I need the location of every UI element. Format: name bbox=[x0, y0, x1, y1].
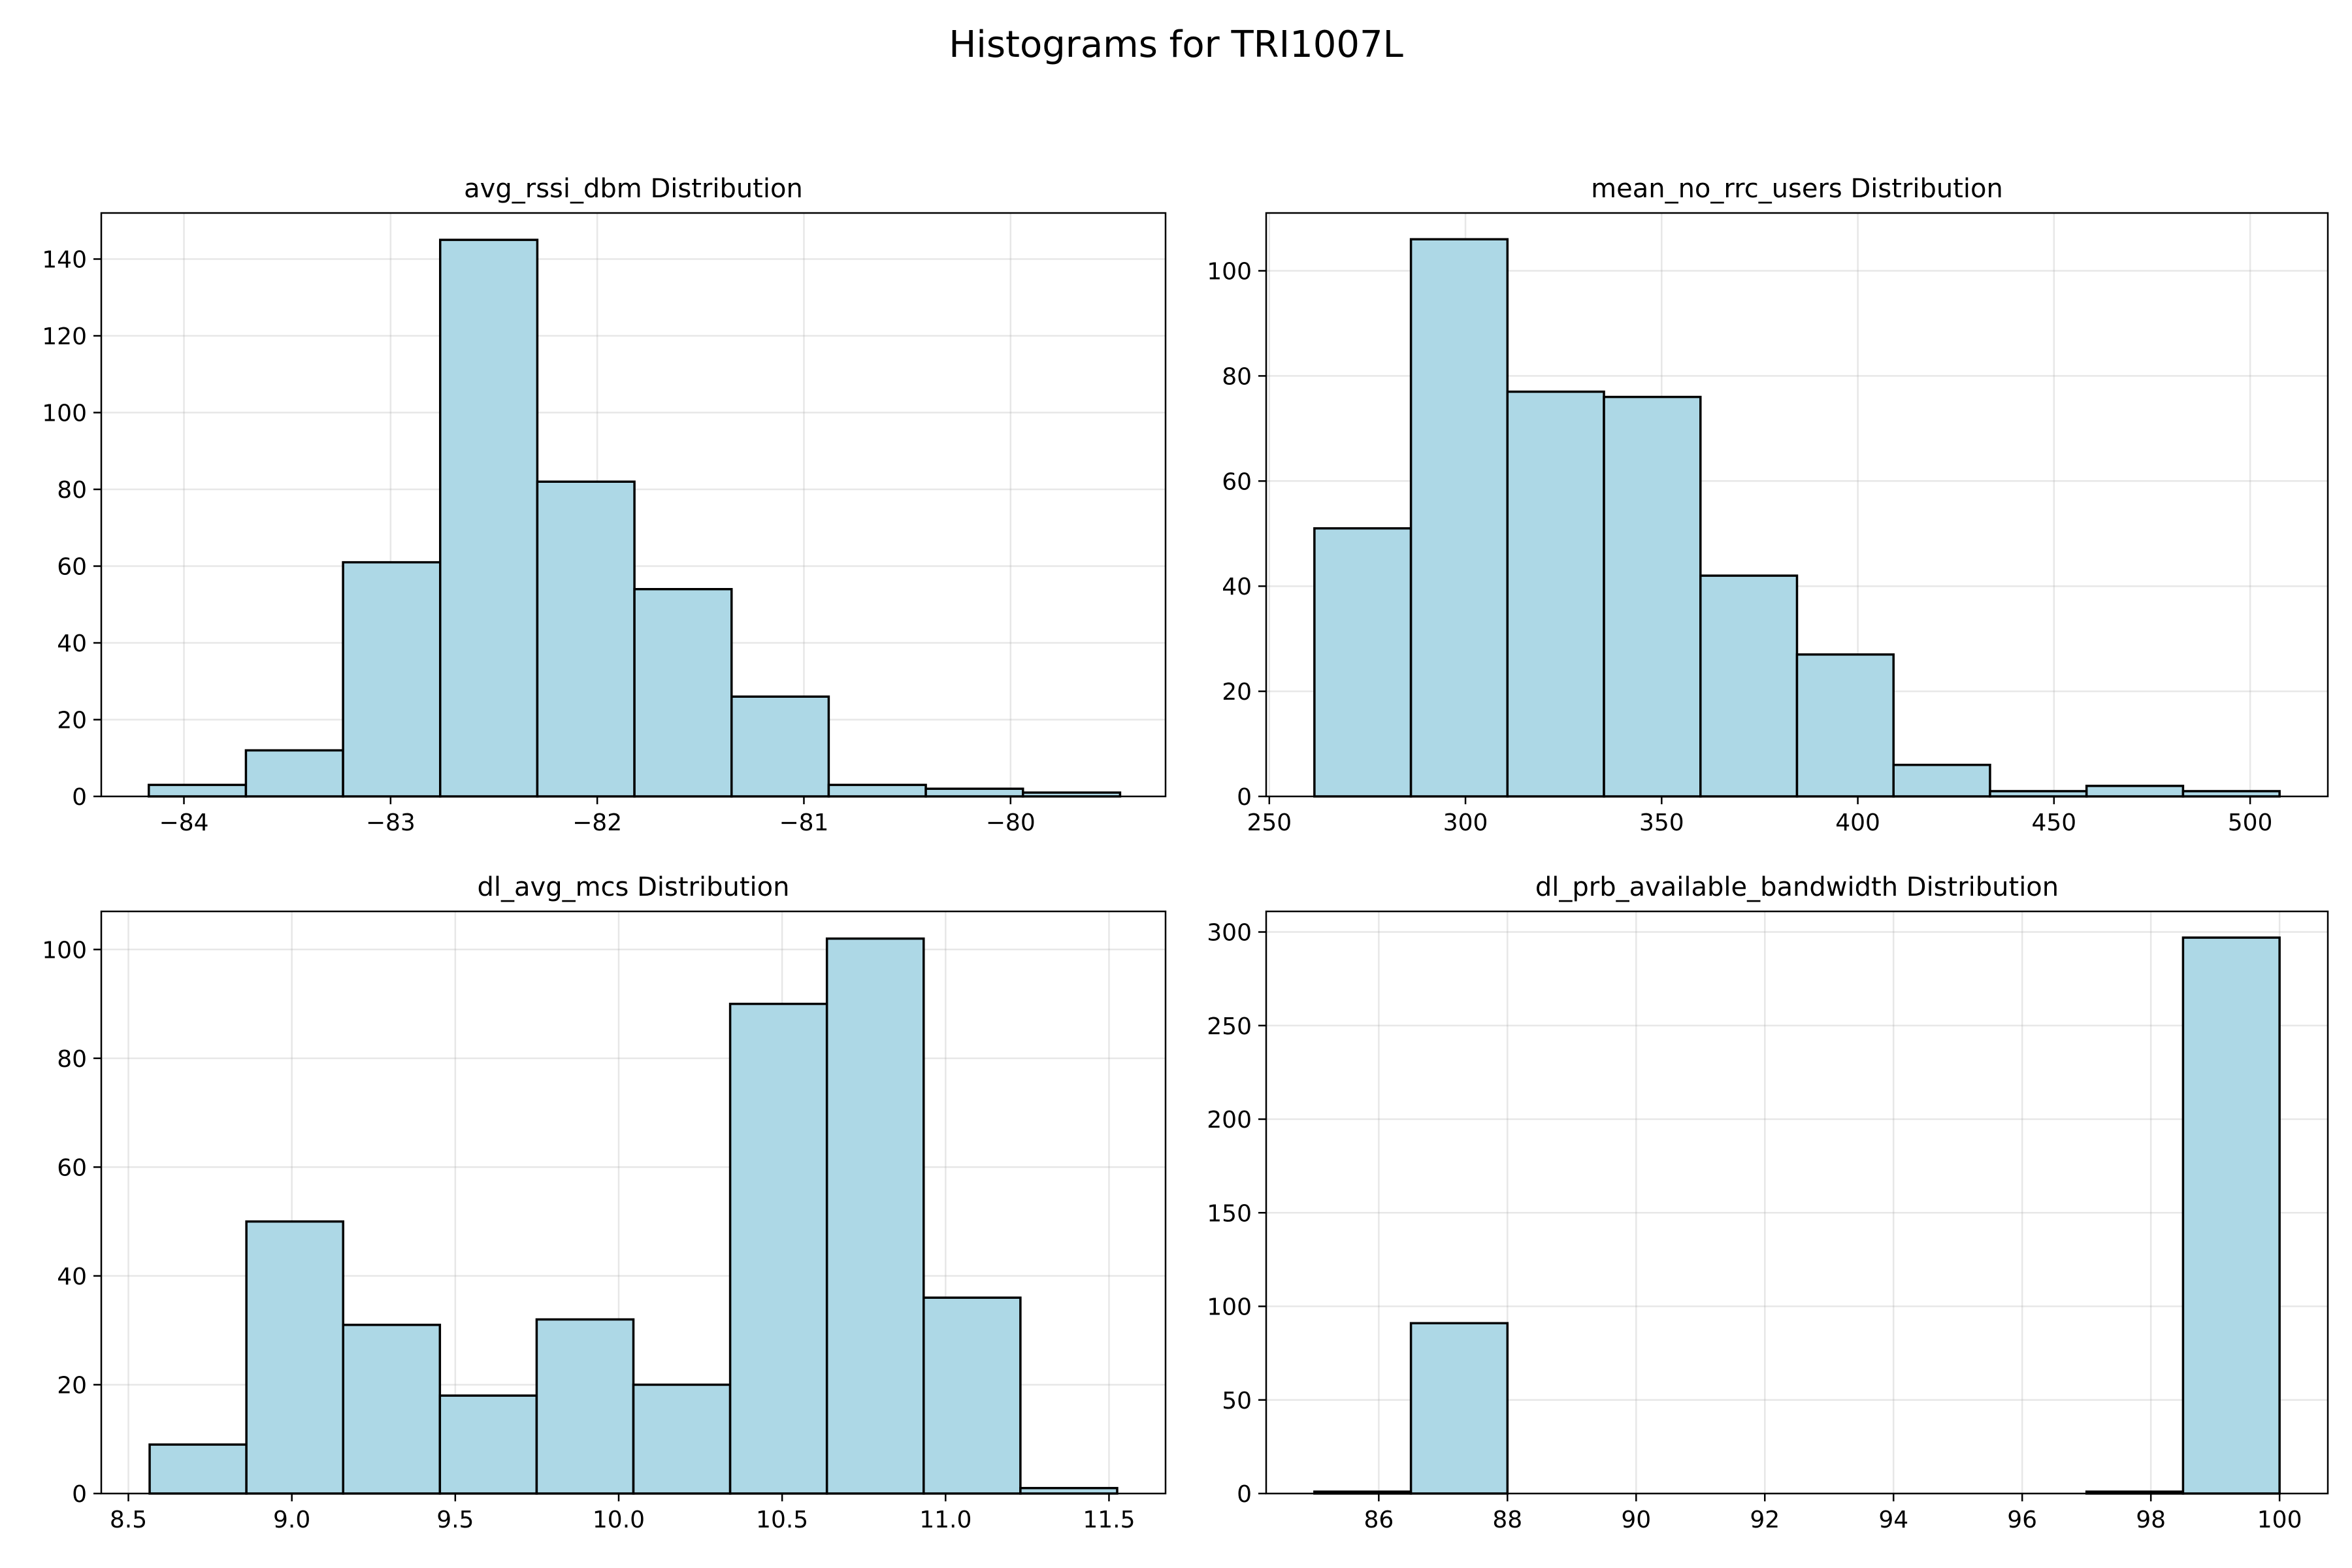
x-tick-label: −84 bbox=[159, 809, 209, 836]
histogram-bar bbox=[730, 695, 830, 798]
histogram-bar bbox=[1409, 238, 1509, 798]
axes-frame bbox=[100, 212, 1167, 798]
histogram-bar bbox=[923, 1296, 1022, 1495]
x-tick-label: 9.5 bbox=[436, 1507, 474, 1533]
x-tick-label: 98 bbox=[2136, 1507, 2166, 1533]
y-tick-label: 0 bbox=[72, 784, 87, 811]
y-tick-label: 40 bbox=[57, 1264, 87, 1290]
y-tick-label: 50 bbox=[1222, 1388, 1252, 1414]
histogram-bar bbox=[924, 787, 1024, 798]
y-tick-label: 250 bbox=[1207, 1013, 1252, 1040]
subplot-title: avg_rssi_dbm Distribution bbox=[464, 174, 803, 204]
histogram-bar bbox=[438, 1394, 538, 1495]
x-tick-label: 250 bbox=[1247, 809, 1292, 836]
histogram-bar bbox=[1313, 527, 1413, 798]
y-tick-label: 40 bbox=[1222, 574, 1252, 600]
subplot-3: 8.5 9.0 9.5 10.0 10.5 11.0 11.5 0 20 40 60 80 100 dl_… bbox=[42, 872, 1167, 1533]
x-tick-label: −80 bbox=[986, 809, 1036, 836]
histogram-bar bbox=[1699, 574, 1799, 798]
axes-frame bbox=[100, 910, 1167, 1495]
y-tick-label: 0 bbox=[1237, 1481, 1252, 1508]
histogram-bar bbox=[1409, 1322, 1509, 1495]
y-tick-label: 80 bbox=[57, 477, 87, 504]
y-tick-label: 140 bbox=[42, 247, 87, 274]
y-tick-label: 20 bbox=[1222, 679, 1252, 706]
x-tick-label: 10.5 bbox=[756, 1507, 808, 1533]
y-tick-label: 60 bbox=[57, 1154, 87, 1181]
histogram-bar bbox=[438, 238, 539, 798]
y-tick-label: 100 bbox=[1207, 1294, 1252, 1321]
axes-frame bbox=[1265, 212, 2329, 798]
x-tick-label: 8.5 bbox=[110, 1507, 147, 1533]
x-tick-label: 450 bbox=[2031, 809, 2076, 836]
histogram-bar bbox=[148, 783, 248, 798]
histogram-bar bbox=[728, 1002, 828, 1495]
histogram-bar bbox=[1892, 763, 1991, 798]
y-tick-label: 20 bbox=[57, 1372, 87, 1399]
histogram-bar bbox=[342, 561, 442, 798]
y-tick-label: 150 bbox=[1207, 1200, 1252, 1227]
histogram-bar bbox=[1506, 390, 1605, 798]
y-tick-label: 40 bbox=[57, 630, 87, 657]
x-tick-label: 94 bbox=[1878, 1507, 1908, 1533]
histogram-bar bbox=[632, 1383, 732, 1495]
y-tick-label: 100 bbox=[42, 400, 87, 427]
subplot-title: dl_prb_available_bandwidth Distribution bbox=[1535, 872, 2059, 902]
x-tick-label: 88 bbox=[1492, 1507, 1522, 1533]
y-tick-label: 80 bbox=[1222, 363, 1252, 390]
x-tick-label: 92 bbox=[1750, 1507, 1780, 1533]
x-tick-label: −82 bbox=[572, 809, 622, 836]
histogram-bar bbox=[827, 783, 927, 798]
subplot-title: mean_no_rrc_users Distribution bbox=[1591, 174, 2003, 204]
x-tick-label: −81 bbox=[779, 809, 828, 836]
subplot-4: 86 88 90 92 94 96 98 100 0 50 100 150 200 250 300 dl_pr… bbox=[1207, 872, 2329, 1533]
histogram-bar bbox=[2181, 936, 2281, 1495]
x-tick-label: 11.0 bbox=[919, 1507, 972, 1533]
x-tick-label: 350 bbox=[1639, 809, 1684, 836]
x-tick-label: 10.0 bbox=[593, 1507, 645, 1533]
figure-title: Histograms for TRI1007L bbox=[949, 24, 1403, 66]
histogram-bar bbox=[1795, 653, 1895, 798]
y-tick-label: 100 bbox=[1207, 258, 1252, 285]
y-tick-label: 20 bbox=[57, 708, 87, 734]
y-tick-label: 300 bbox=[1207, 920, 1252, 947]
x-tick-label: −83 bbox=[366, 809, 416, 836]
y-tick-label: 60 bbox=[57, 554, 87, 581]
histogram-bar bbox=[148, 1443, 248, 1495]
x-tick-label: 100 bbox=[2257, 1507, 2302, 1533]
x-tick-label: 96 bbox=[2007, 1507, 2037, 1533]
subplot-1: −84 −83 −82 −81 −80 0 20 40 60 80 100 120 140 avg_rss… bbox=[42, 174, 1167, 836]
axes-frame bbox=[1265, 910, 2329, 1495]
histogram-bar bbox=[245, 1220, 344, 1495]
histogram-bar bbox=[633, 588, 733, 798]
x-tick-label: 90 bbox=[1621, 1507, 1651, 1533]
x-tick-label: 11.5 bbox=[1083, 1507, 1135, 1533]
histogram-bar bbox=[535, 1318, 635, 1495]
histogram-bar bbox=[536, 480, 636, 798]
x-tick-label: 9.0 bbox=[273, 1507, 310, 1533]
histogram-bar bbox=[342, 1324, 442, 1495]
y-tick-label: 0 bbox=[1237, 784, 1252, 811]
y-tick-label: 60 bbox=[1222, 468, 1252, 495]
x-tick-label: 500 bbox=[2228, 809, 2273, 836]
y-tick-label: 120 bbox=[42, 323, 87, 350]
histogram-bar bbox=[825, 937, 925, 1495]
y-tick-label: 100 bbox=[42, 937, 87, 964]
y-tick-label: 80 bbox=[57, 1046, 87, 1073]
x-tick-label: 300 bbox=[1443, 809, 1488, 836]
x-tick-label: 86 bbox=[1364, 1507, 1394, 1533]
histogram-bar bbox=[1603, 395, 1702, 798]
x-tick-label: 400 bbox=[1835, 809, 1880, 836]
histogram-bar bbox=[2085, 785, 2185, 798]
subplot-title: dl_avg_mcs Distribution bbox=[478, 872, 790, 902]
histogram-bar bbox=[244, 749, 344, 798]
y-tick-label: 0 bbox=[72, 1481, 87, 1508]
subplot-2: 250 300 350 400 450 500 0 20 40 60 80 100 mean_no_rr… bbox=[1207, 174, 2329, 836]
y-tick-label: 200 bbox=[1207, 1107, 1252, 1134]
